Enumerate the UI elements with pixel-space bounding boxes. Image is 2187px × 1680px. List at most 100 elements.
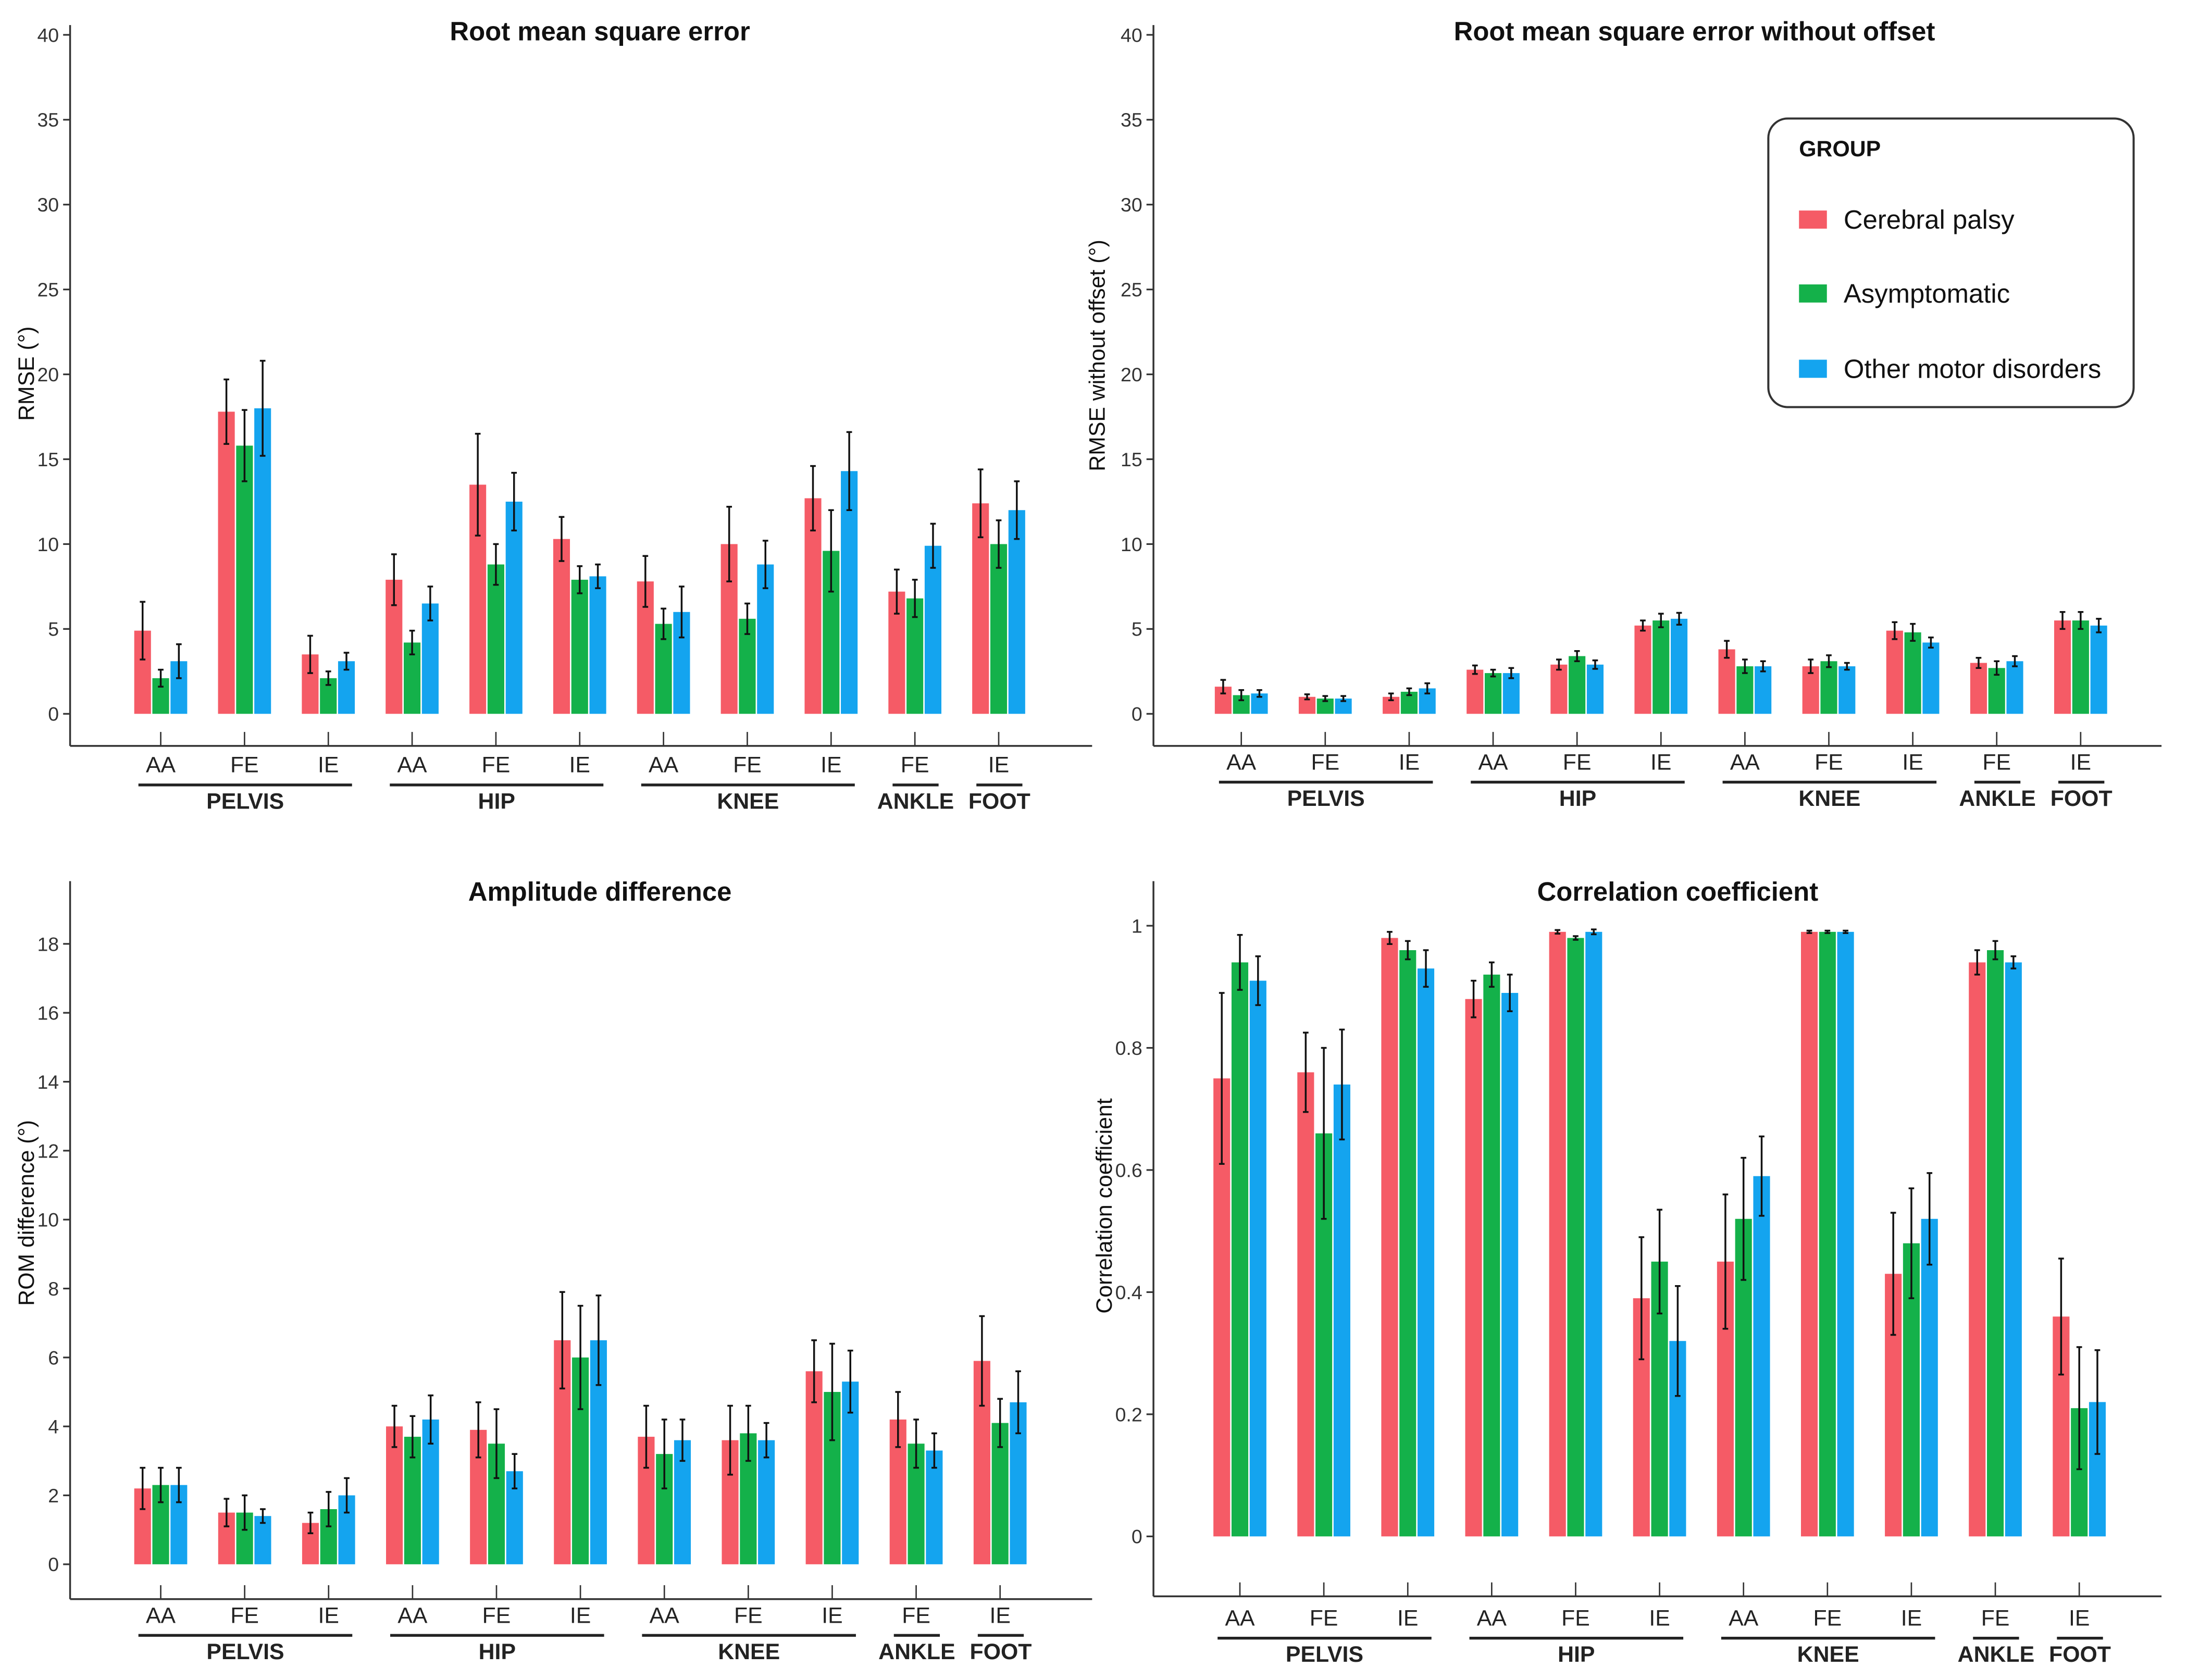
- y-tick-label: 0.8: [1115, 1037, 1142, 1059]
- x-tick-label: FE: [901, 753, 929, 778]
- legend-swatch-other-motor-disorders: [1799, 359, 1827, 378]
- y-tick-label: 10: [1121, 533, 1142, 555]
- x-tick-label: FE: [1981, 1606, 2010, 1631]
- x-tick-label: IE: [1901, 1606, 1922, 1631]
- bar-other-motor-disorders: [1586, 664, 1604, 714]
- bar-asymptomatic: [1567, 938, 1584, 1537]
- group-label-ankle: ANKLE: [878, 1639, 955, 1664]
- x-tick-label: AA: [649, 753, 679, 778]
- y-tick-label: 10: [37, 1209, 59, 1231]
- y-tick-label: 16: [37, 1002, 59, 1024]
- bar-cerebral-palsy: [1886, 630, 1903, 714]
- bar-cerebral-palsy: [1802, 666, 1819, 714]
- x-tick-label: FE: [1310, 1606, 1338, 1631]
- chart-title: Root mean square error without offset: [1454, 17, 1935, 46]
- bar-other-motor-disorders: [589, 576, 606, 714]
- chart-title: Root mean square error: [450, 17, 750, 46]
- bar-other-motor-disorders: [254, 408, 271, 714]
- group-label-pelvis: PELVIS: [1286, 1642, 1363, 1667]
- group-label-pelvis: PELVIS: [206, 789, 284, 814]
- bar-asymptomatic: [1483, 974, 1500, 1537]
- group-label-ankle: ANKLE: [1958, 1642, 2034, 1667]
- x-tick-label: FE: [482, 753, 511, 778]
- bar-other-motor-disorders: [2005, 962, 2022, 1537]
- y-tick-label: 15: [1121, 449, 1142, 470]
- legend-label-cerebral-palsy: Cerebral palsy: [1844, 205, 2015, 234]
- y-tick-label: 25: [37, 279, 59, 301]
- group-label-knee: KNEE: [1797, 1642, 1859, 1667]
- group-label-knee: KNEE: [718, 1639, 780, 1664]
- chart-title: Amplitude difference: [468, 877, 732, 906]
- y-tick-label: 0.2: [1115, 1403, 1142, 1425]
- y-tick-label: 35: [37, 109, 59, 131]
- bar-other-motor-disorders: [1501, 993, 1519, 1537]
- x-tick-label: IE: [1399, 750, 1420, 775]
- bar-other-motor-disorders: [505, 501, 523, 714]
- bar-other-motor-disorders: [926, 1450, 943, 1564]
- bar-asymptomatic: [1399, 950, 1416, 1537]
- group-label-foot: FOOT: [970, 1639, 1032, 1664]
- bar-asymptomatic: [1819, 931, 1836, 1537]
- bar-cerebral-palsy: [386, 1426, 403, 1564]
- y-axis-label: Correlation coefficient: [1092, 1098, 1117, 1313]
- x-tick-label: IE: [2070, 750, 2091, 775]
- y-tick-label: 0.4: [1115, 1281, 1142, 1303]
- x-tick-label: FE: [1813, 1606, 1842, 1631]
- y-tick-label: 18: [37, 933, 59, 955]
- x-tick-label: FE: [482, 1603, 511, 1628]
- y-tick-label: 14: [37, 1071, 59, 1093]
- chart-panel-amplitude-difference: Amplitude difference ROM difference (°) 0 2…: [14, 877, 1092, 1664]
- x-tick-label: FE: [902, 1603, 930, 1628]
- y-tick-label: 40: [1121, 24, 1142, 46]
- x-tick-label: FE: [1815, 750, 1843, 775]
- y-tick-label: 30: [37, 194, 59, 216]
- y-tick-label: 5: [48, 618, 59, 640]
- y-tick-label: 20: [1121, 364, 1142, 385]
- y-tick-label: 0: [1132, 703, 1142, 725]
- bar-other-motor-disorders: [1921, 1218, 1938, 1537]
- bar-asymptomatic: [990, 544, 1008, 714]
- bar-asymptomatic: [1987, 950, 2004, 1537]
- x-tick-label: IE: [822, 1603, 842, 1628]
- x-tick-label: IE: [1902, 750, 1923, 775]
- bar-cerebral-palsy: [1467, 669, 1484, 714]
- group-label-pelvis: PELVIS: [206, 1639, 284, 1664]
- chart-panel-correlation-coefficient: Correlation coefficient Correlation coeff…: [1092, 877, 2162, 1667]
- x-tick-label: AA: [1730, 750, 1760, 775]
- bar-asymptomatic: [236, 445, 253, 714]
- group-label-ankle: ANKLE: [1959, 786, 2035, 811]
- x-tick-label: AA: [397, 753, 428, 778]
- x-tick-label: IE: [1397, 1606, 1418, 1631]
- chart-panel-root-mean-square-error: Root mean square error RMSE (°) 0 5 10 15 20 25…: [14, 17, 1092, 814]
- legend-box: [1767, 117, 2135, 408]
- bar-asymptomatic: [1736, 666, 1754, 714]
- legend-label-asymptomatic: Asymptomatic: [1844, 279, 2010, 308]
- bar-cerebral-palsy: [1297, 1072, 1314, 1537]
- bar-other-motor-disorders: [1922, 642, 1940, 714]
- legend-swatch-asymptomatic: [1799, 284, 1827, 303]
- bar-other-motor-disorders: [1417, 968, 1435, 1537]
- bar-other-motor-disorders: [924, 545, 942, 714]
- bar-asymptomatic: [1904, 632, 1921, 714]
- bar-cerebral-palsy: [972, 503, 989, 714]
- x-tick-label: IE: [569, 753, 590, 778]
- bar-cerebral-palsy: [1800, 931, 1818, 1537]
- legend-label-other-motor-disorders: Other motor disorders: [1844, 354, 2102, 383]
- bar-other-motor-disorders: [1249, 980, 1266, 1537]
- bar-cerebral-palsy: [218, 412, 235, 714]
- x-tick-label: IE: [989, 1603, 1010, 1628]
- x-tick-label: AA: [1478, 750, 1508, 775]
- chart-title: Correlation coefficient: [1537, 877, 1819, 906]
- bar-cerebral-palsy: [1634, 625, 1651, 714]
- bar-cerebral-palsy: [1718, 649, 1735, 714]
- group-label-foot: FOOT: [2049, 1642, 2111, 1667]
- x-tick-label: IE: [1650, 750, 1671, 775]
- x-tick-label: IE: [988, 753, 1009, 778]
- y-tick-label: 10: [37, 533, 59, 555]
- y-tick-label: 35: [1121, 109, 1142, 131]
- group-label-hip: HIP: [1559, 786, 1596, 811]
- y-tick-label: 30: [1121, 194, 1142, 216]
- legend: GROUP Cerebral palsy Asymptomatic Other …: [1767, 117, 2135, 408]
- bar-other-motor-disorders: [841, 471, 858, 714]
- bar-other-motor-disorders: [757, 564, 774, 714]
